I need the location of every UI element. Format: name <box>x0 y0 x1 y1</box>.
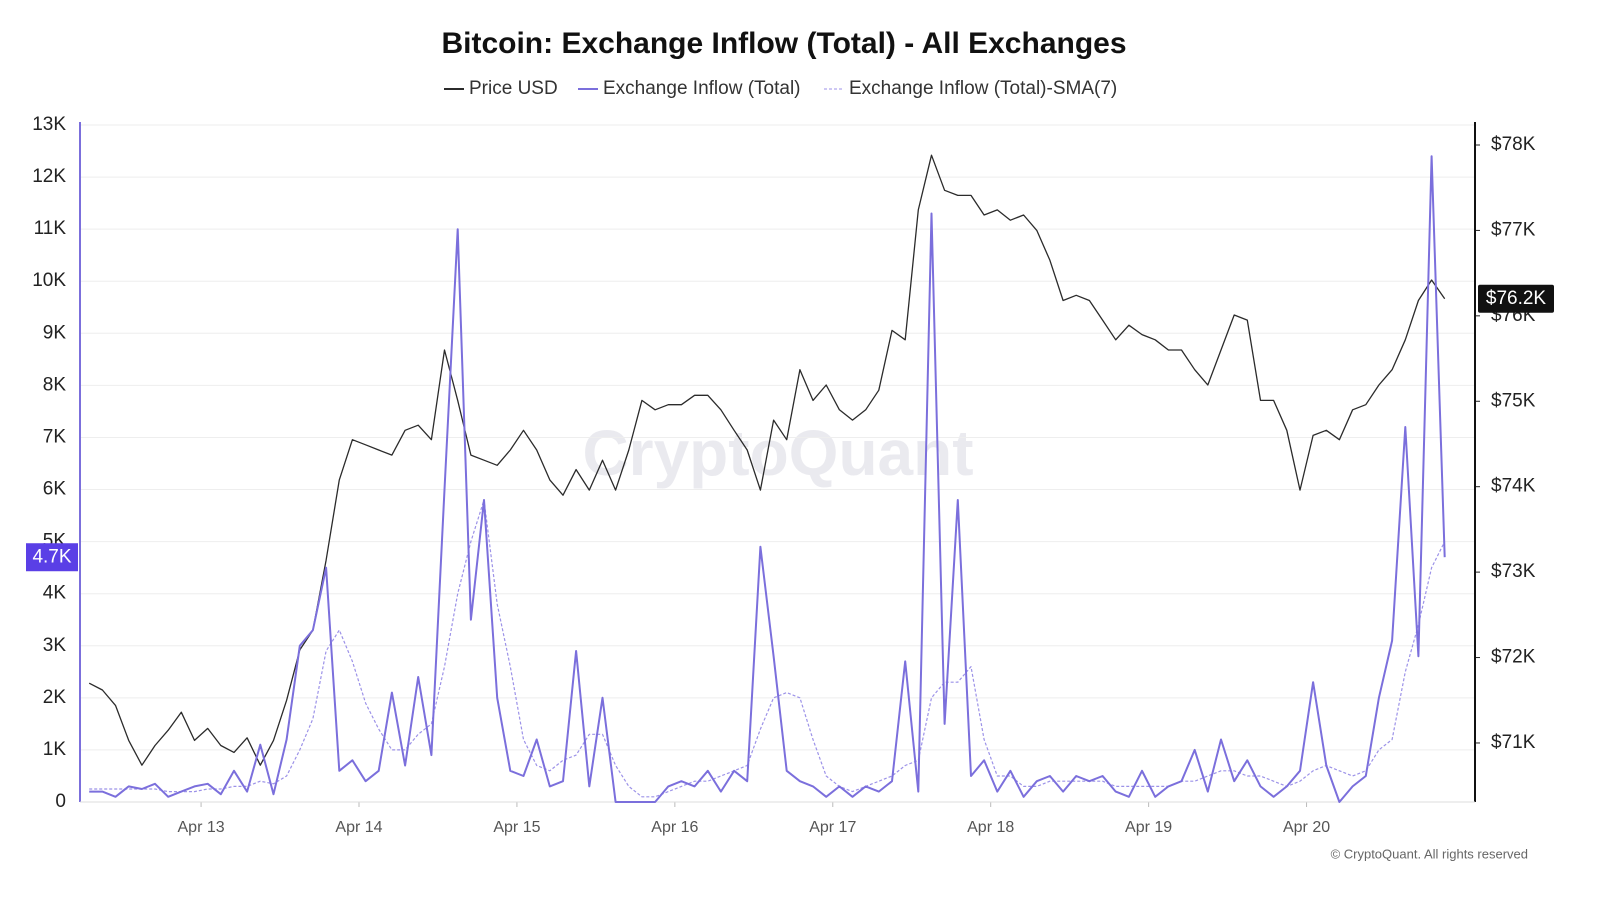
y2-tick-label: $71K <box>1491 732 1536 753</box>
y-tick-label: 11K <box>34 218 67 239</box>
x-tick-label: Apr 16 <box>651 819 698 836</box>
y-tick-label: 7K <box>43 426 67 447</box>
chart-title: Bitcoin: Exchange Inflow (Total) - All E… <box>441 27 1126 60</box>
series-line <box>89 155 1446 803</box>
y2-tick-label: $77K <box>1491 219 1536 240</box>
y-tick-label: 6K <box>43 479 67 500</box>
y2-tick-label: $72K <box>1491 647 1536 668</box>
x-tick-label: Apr 20 <box>1283 819 1330 836</box>
x-tick-label: Apr 14 <box>335 819 382 836</box>
y-tick-label: 10K <box>32 270 66 291</box>
last-value-label: 4.7K <box>32 546 71 567</box>
y2-tick-label: $73K <box>1491 561 1536 582</box>
watermark: CryptoQuant <box>582 417 973 489</box>
legend-label: Exchange Inflow (Total) <box>603 78 801 99</box>
y-tick-label: 13K <box>32 114 66 135</box>
last-value-badge <box>1478 284 1554 313</box>
x-tick-label: Apr 15 <box>493 819 540 836</box>
y2-tick-label: $78K <box>1491 134 1536 155</box>
y-tick-label: 3K <box>43 635 67 656</box>
last-value-label: $76.2K <box>1486 288 1547 309</box>
legend-label: Price USD <box>469 78 558 99</box>
x-tick-label: Apr 17 <box>809 819 856 836</box>
x-tick-label: Apr 13 <box>178 819 225 836</box>
last-value-badge <box>26 543 78 572</box>
y-tick-label: 12K <box>32 166 66 187</box>
y-tick-label: 2K <box>43 687 67 708</box>
y2-tick-label: $75K <box>1491 390 1536 411</box>
x-tick-label: Apr 19 <box>1125 819 1172 836</box>
y-tick-label: 0 <box>55 791 66 812</box>
x-tick-label: Apr 18 <box>967 819 1014 836</box>
y-tick-label: 1K <box>43 739 67 760</box>
legend-label: Exchange Inflow (Total)-SMA(7) <box>849 78 1117 99</box>
y-tick-label: 4K <box>43 583 67 604</box>
footer: © CryptoQuant. All rights reserved <box>1331 846 1528 861</box>
y2-tick-label: $74K <box>1491 476 1536 497</box>
series-line <box>89 499 1446 798</box>
y-tick-label: 8K <box>43 374 67 395</box>
y-tick-label: 9K <box>43 322 67 343</box>
